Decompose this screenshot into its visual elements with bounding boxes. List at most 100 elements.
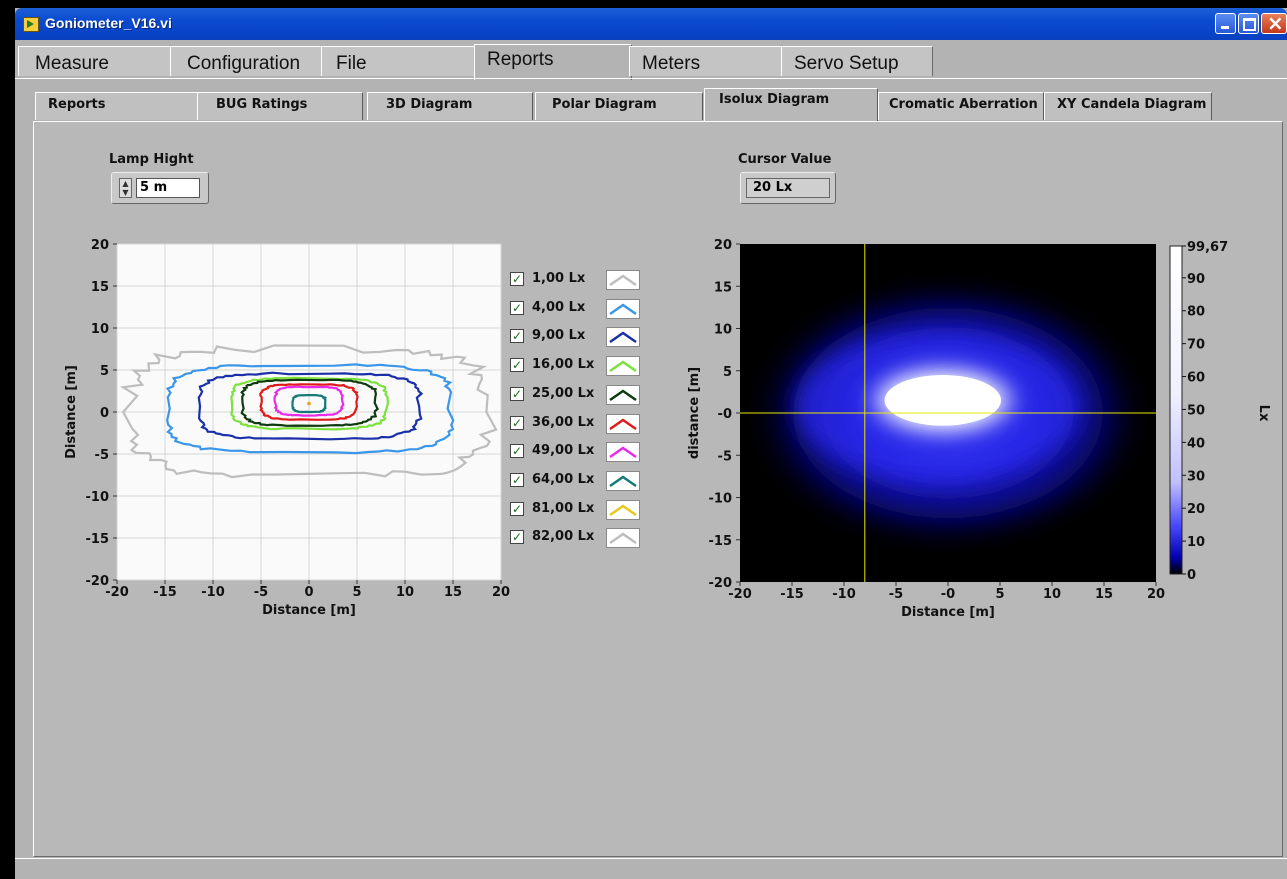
x-tick-label: 5 (995, 587, 1004, 602)
legend-item: ✓ 16,00 Lx (510, 356, 650, 380)
contour-line (240, 378, 379, 427)
subtab-label: Cromatic Aberration (889, 97, 1038, 112)
maximize-button[interactable] (1238, 13, 1259, 34)
y-tick-label: -10 (86, 490, 110, 505)
contour-line (291, 394, 327, 414)
center-marker (307, 401, 311, 406)
legend-label: 82,00 Lx (532, 529, 595, 545)
lamp-height-input[interactable]: 5 m (136, 178, 200, 198)
close-button[interactable] (1261, 11, 1287, 35)
y-axis-label: Distance [m] (64, 365, 79, 459)
colorbar-label: Lx (1256, 405, 1271, 422)
legend-checkbox[interactable]: ✓ (510, 530, 524, 545)
x-tick-label: 15 (444, 585, 462, 600)
legend-swatch[interactable] (606, 470, 640, 491)
legend-item: ✓ 36,00 Lx (510, 413, 650, 438)
subtab-label: BUG Ratings (216, 97, 308, 112)
legend-swatch[interactable] (606, 356, 640, 377)
contour-line (197, 371, 424, 441)
tab-file[interactable]: File (321, 46, 475, 76)
legend-checkbox[interactable]: ✓ (510, 386, 524, 401)
lamp-height-control: ▲ ▼ 5 m (111, 172, 209, 204)
x-tick-label: -20 (105, 585, 129, 600)
legend-swatch[interactable] (606, 499, 640, 520)
subtab-label: Reports (48, 97, 106, 112)
lamp-height-label: Lamp Hight (109, 152, 194, 167)
y-tick-label: -15 (86, 532, 110, 547)
legend-label: 1,00 Lx (532, 271, 586, 286)
x-axis-label: Distance [m] (262, 603, 356, 618)
contour-line (165, 363, 455, 455)
colorbar-tick-label: 90 (1187, 272, 1205, 287)
legend-checkbox[interactable]: ✓ (510, 501, 524, 516)
y-tick-label: 5 (100, 364, 109, 379)
subtab-isolux-diagram[interactable]: Isolux Diagram (704, 88, 878, 122)
subtab-3d-diagram[interactable]: 3D Diagram (367, 92, 533, 120)
colorbar-tick-label: 50 (1187, 403, 1205, 418)
y-tick-label: -10 (709, 492, 733, 507)
colorbar-tick-label: 0 (1187, 568, 1196, 583)
title-bar[interactable]: Goniometer_V16.vi (15, 8, 1287, 40)
cursor-value-label: Cursor Value (738, 152, 832, 167)
minimize-button[interactable] (1215, 13, 1236, 34)
tab-meters[interactable]: Meters (629, 46, 783, 76)
x-tick-label: -0 (941, 587, 955, 602)
window-title: Goniometer_V16.vi (45, 15, 172, 31)
legend-checkbox[interactable]: ✓ (510, 272, 524, 286)
labview-app-icon (23, 17, 39, 32)
legend-swatch[interactable] (606, 442, 640, 463)
isolux-contour-chart[interactable]: -20 -15 -10 -5 0 5 10 15 20 20 15 10 5 0 -5 -10 -15 -20 Di… (55, 230, 515, 640)
x-tick-label: 15 (1095, 587, 1113, 602)
tab-reports[interactable]: Reports (474, 44, 632, 80)
contour-line (259, 383, 359, 421)
legend-checkbox[interactable]: ✓ (510, 444, 524, 459)
legend-item: ✓ 9,00 Lx (510, 327, 650, 351)
legend-checkbox[interactable]: ✓ (510, 358, 524, 373)
legend-item: ✓ 81,00 Lx (510, 499, 650, 524)
x-tick-label: -10 (832, 587, 856, 602)
legend-swatch[interactable] (606, 528, 640, 549)
tab-label: Measure (35, 53, 109, 74)
subtab-reports[interactable]: Reports (35, 92, 199, 120)
y-tick-label: -5 (95, 448, 109, 463)
y-tick-label: -15 (709, 534, 733, 549)
legend-checkbox[interactable]: ✓ (510, 300, 524, 315)
legend-swatch[interactable] (606, 327, 640, 348)
y-tick-label: 10 (91, 322, 109, 337)
legend-label: 9,00 Lx (532, 328, 586, 344)
tab-servo-setup[interactable]: Servo Setup (781, 46, 933, 76)
legend-label: 4,00 Lx (532, 299, 586, 315)
spin-arrows-icon[interactable]: ▲ ▼ (119, 178, 132, 198)
legend-checkbox[interactable]: ✓ (510, 329, 524, 344)
tab-measure[interactable]: Measure (18, 46, 172, 76)
subtab-xy-candela-diagram[interactable]: XY Candela Diagram (1044, 92, 1212, 120)
legend-swatch[interactable] (606, 384, 640, 405)
y-tick-label: -20 (86, 574, 110, 589)
y-tick-label: -5 (718, 449, 732, 464)
x-tick-label: -5 (889, 587, 903, 602)
legend-checkbox[interactable]: ✓ (510, 472, 524, 487)
y-tick-label: 10 (714, 323, 732, 338)
y-tick-label: 0 (100, 406, 109, 421)
subtab-bug-ratings[interactable]: BUG Ratings (197, 92, 363, 120)
illuminance-heatmap[interactable]: -20 -15 -10 -5 -0 5 10 15 20 20 15 10 5 -0 -5 -10 -15 -20… (680, 230, 1280, 640)
legend-checkbox[interactable]: ✓ (510, 415, 524, 430)
legend-swatch[interactable] (606, 413, 640, 434)
subtab-cromatic-aberration[interactable]: Cromatic Aberration (878, 92, 1044, 120)
y-axis-label: distance [m] (687, 367, 702, 459)
subtab-label: XY Candela Diagram (1057, 97, 1207, 112)
colorbar-tick-label: 99,67 (1187, 240, 1228, 255)
tab-divider (15, 78, 1287, 79)
x-tick-label: 20 (492, 585, 510, 600)
contour-line (120, 344, 498, 479)
tab-label: Configuration (187, 53, 301, 74)
y-tick-label: 15 (91, 280, 109, 295)
subtab-label: Polar Diagram (552, 97, 657, 112)
tab-configuration[interactable]: Configuration (170, 46, 326, 76)
legend-swatch[interactable] (606, 298, 640, 319)
legend-swatch[interactable] (606, 270, 640, 290)
subtab-polar-diagram[interactable]: Polar Diagram (535, 92, 703, 120)
cursor-value-indicator: 20 Lx (740, 172, 836, 204)
legend-item: ✓ 4,00 Lx (510, 298, 650, 323)
colorbar-tick-label: 70 (1187, 338, 1205, 353)
